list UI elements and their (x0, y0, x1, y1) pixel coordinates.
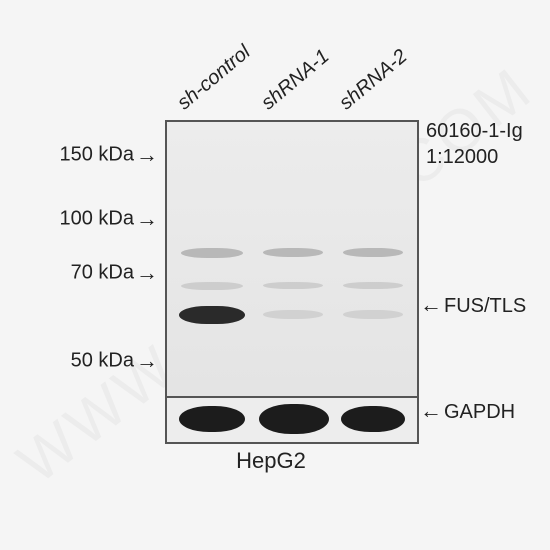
mw-text: 50 kDa (71, 349, 134, 371)
band-faint (343, 282, 403, 289)
lane-label-shrna-2: shRNA-2 (335, 45, 412, 115)
band-gapdh-lane2 (259, 404, 329, 434)
target-text: GAPDH (444, 401, 515, 423)
band-gapdh-lane1 (179, 406, 245, 432)
figure-container: WWW.PTGLAB.COM sh-control shRNA-1 shRNA-… (0, 0, 550, 550)
arrow-left-icon: ← (420, 292, 442, 317)
mw-text: 150 kDa (60, 143, 135, 165)
antibody-catalog: 60160-1-Ig (426, 118, 523, 144)
arrow-right-icon: → (136, 206, 158, 232)
mw-marker-150: 150 kDa→ (60, 142, 159, 168)
band-faint (343, 248, 403, 257)
band-faint (263, 282, 323, 289)
main-blot-panel (167, 122, 417, 396)
target-label-fus: ←FUS/TLS (420, 292, 526, 318)
mw-text: 70 kDa (71, 261, 134, 283)
arrow-left-icon: ← (420, 398, 442, 423)
gapdh-panel (167, 398, 417, 442)
lane-label-sh-control: sh-control (173, 41, 255, 115)
target-text: FUS/TLS (444, 295, 526, 317)
antibody-dilution: 1:12000 (426, 144, 523, 170)
antibody-info: 60160-1-Ig 1:12000 (426, 118, 523, 170)
mw-text: 100 kDa (60, 207, 135, 229)
mw-marker-100: 100 kDa→ (60, 206, 159, 232)
target-label-gapdh: ←GAPDH (420, 398, 515, 424)
band-faint (263, 248, 323, 257)
cell-line-label: HepG2 (0, 448, 550, 474)
band-fus-lane3 (343, 310, 403, 319)
blot-panel (165, 120, 419, 444)
band-faint (181, 282, 243, 290)
arrow-right-icon: → (136, 260, 158, 286)
band-fus-lane1 (179, 306, 245, 324)
lane-label-shrna-1: shRNA-1 (257, 45, 334, 115)
band-faint (181, 248, 243, 258)
band-gapdh-lane3 (341, 406, 405, 432)
band-fus-lane2 (263, 310, 323, 319)
cell-line-text: HepG2 (236, 448, 306, 474)
arrow-right-icon: → (136, 142, 158, 168)
arrow-right-icon: → (136, 348, 158, 374)
mw-marker-70: 70 kDa→ (71, 260, 158, 286)
mw-marker-50: 50 kDa→ (71, 348, 158, 374)
